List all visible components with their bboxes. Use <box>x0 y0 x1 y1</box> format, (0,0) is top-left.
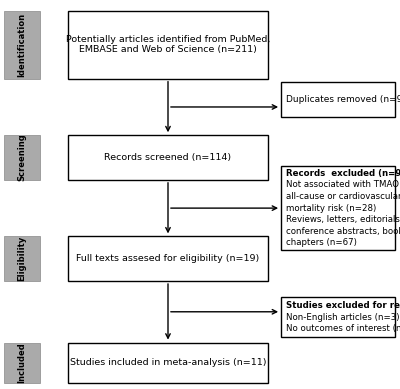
FancyBboxPatch shape <box>4 135 40 180</box>
FancyBboxPatch shape <box>281 82 395 117</box>
Text: Eligibility: Eligibility <box>18 236 26 281</box>
Text: all-cause or cardiovascular: all-cause or cardiovascular <box>286 192 400 201</box>
Text: Studies included in meta-analysis (n=11): Studies included in meta-analysis (n=11) <box>70 358 266 368</box>
Text: Studies excluded for reasons:: Studies excluded for reasons: <box>286 301 400 310</box>
FancyBboxPatch shape <box>281 297 395 337</box>
FancyBboxPatch shape <box>4 343 40 384</box>
FancyBboxPatch shape <box>4 11 40 79</box>
FancyBboxPatch shape <box>281 166 395 250</box>
Text: Duplicates removed (n=97): Duplicates removed (n=97) <box>286 95 400 104</box>
Text: Reviews, letters, editorials,: Reviews, letters, editorials, <box>286 215 400 224</box>
FancyBboxPatch shape <box>68 343 268 384</box>
Text: mortality risk (n=28): mortality risk (n=28) <box>286 203 376 213</box>
Text: Screening: Screening <box>18 134 26 181</box>
Text: Non-English articles (n=3): Non-English articles (n=3) <box>286 312 399 322</box>
Text: conference abstracts, book: conference abstracts, book <box>286 227 400 236</box>
Text: Not associated with TMAO and: Not associated with TMAO and <box>286 180 400 189</box>
Text: Full texts assesed for eligibility (n=19): Full texts assesed for eligibility (n=19… <box>76 254 260 263</box>
FancyBboxPatch shape <box>68 11 268 79</box>
Text: Records screened (n=114): Records screened (n=114) <box>104 153 232 162</box>
FancyBboxPatch shape <box>68 135 268 180</box>
FancyBboxPatch shape <box>4 237 40 281</box>
Text: Included: Included <box>18 343 26 383</box>
Text: chapters (n=67): chapters (n=67) <box>286 238 357 247</box>
Text: Records  excluded (n=95): Records excluded (n=95) <box>286 169 400 178</box>
Text: Potentially articles identified from PubMed,
EMBASE and Web of Science (n=211): Potentially articles identified from Pub… <box>66 35 270 54</box>
Text: Identification: Identification <box>18 13 26 77</box>
FancyBboxPatch shape <box>68 237 268 281</box>
Text: No outcomes of interest (n=5): No outcomes of interest (n=5) <box>286 324 400 333</box>
